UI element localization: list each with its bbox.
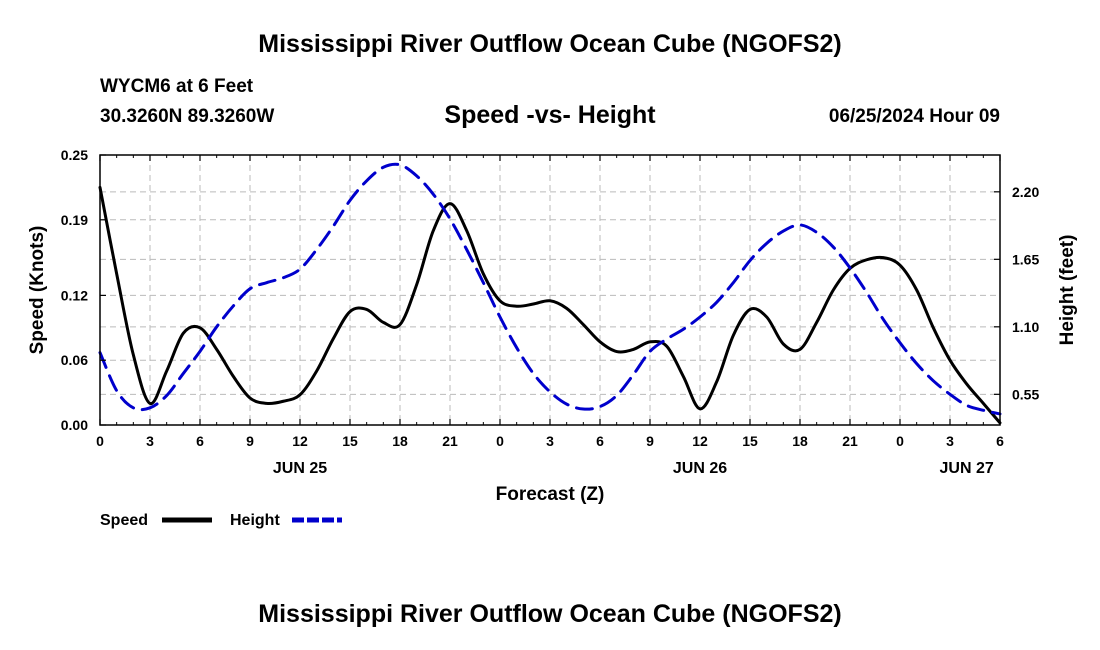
x-tick-label: 0 [96,433,104,449]
x-tick-label: 21 [442,433,458,449]
x-tick-label: 12 [692,433,708,449]
x-tick-label: 6 [196,433,204,449]
x-axis-title: Forecast (Z) [496,484,605,505]
x-tick-label: 6 [596,433,604,449]
x-tick-label: 0 [896,433,904,449]
y-tick-label: 0.12 [61,287,88,303]
x-tick-label: 3 [146,433,154,449]
main-title: Mississippi River Outflow Ocean Cube (NG… [258,30,842,58]
y-tick-label: 0.06 [61,352,88,368]
x-tick-label: 0 [496,433,504,449]
grid-lines [100,155,1000,425]
y-tick-label: 0.00 [61,417,88,433]
axis-ticks [99,154,1001,426]
legend-height-label: Height [230,512,280,529]
x-tick-label: 9 [646,433,654,449]
series-lines [98,162,1002,425]
legend-speed-label: Speed [100,512,148,529]
forecast-date: 06/25/2024 Hour 09 [828,106,1000,127]
series-line-height [98,162,1002,416]
y2-tick-label: 0.55 [1012,386,1039,402]
y-axis-title: Speed (Knots) [27,226,48,355]
plot-title: Speed -vs- Height [444,101,656,129]
x-tick-label: 18 [792,433,808,449]
day-label: JUN 27 [940,460,994,477]
y2-tick-label: 1.10 [1012,319,1039,335]
station-coordinates: 30.3260N 89.3260W [100,106,275,127]
footer-title: Mississippi River Outflow Ocean Cube (NG… [258,600,842,628]
y2-tick-label: 1.65 [1012,251,1039,267]
day-label: JUN 25 [273,460,327,477]
x-tick-label: 3 [546,433,554,449]
axis-labels: 0 3 6 9 12 15 18 21 0 3 6 9 12 15 18 21 0 3 6 0.00 0.06 0.12 0… [61,147,1040,477]
y-tick-label: 0.19 [61,212,88,228]
x-tick-label: 18 [392,433,408,449]
x-tick-label: 15 [342,433,358,449]
legend: Speed Height [100,512,342,529]
station-name: WYCM6 at 6 Feet [100,76,254,97]
x-tick-label: 21 [842,433,858,449]
x-tick-label: 15 [742,433,758,449]
x-tick-label: 9 [246,433,254,449]
y2-tick-label: 2.20 [1012,184,1039,200]
x-tick-label: 3 [946,433,954,449]
x-tick-label: 6 [996,433,1004,449]
x-tick-label: 12 [292,433,308,449]
y-tick-label: 0.25 [61,147,88,163]
day-label: JUN 26 [673,460,727,477]
y2-axis-title: Height (feet) [1057,235,1078,346]
